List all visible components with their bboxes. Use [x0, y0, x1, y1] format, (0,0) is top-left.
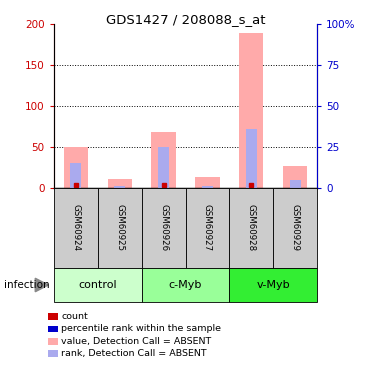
Text: rank, Detection Call = ABSENT: rank, Detection Call = ABSENT [61, 349, 207, 358]
Text: GSM60927: GSM60927 [203, 204, 212, 251]
Bar [283, 166, 307, 188]
Text: control: control [78, 280, 117, 290]
Text: GSM60926: GSM60926 [159, 204, 168, 251]
Text: v-Myb: v-Myb [256, 280, 290, 290]
Bar [108, 179, 132, 188]
Text: c-Myb: c-Myb [169, 280, 202, 290]
Bar [246, 129, 257, 188]
Text: GSM60928: GSM60928 [247, 204, 256, 251]
Text: value, Detection Call = ABSENT: value, Detection Call = ABSENT [61, 337, 211, 346]
Bar [70, 163, 81, 188]
Text: count: count [61, 312, 88, 321]
Bar [202, 186, 213, 188]
Text: infection: infection [4, 280, 49, 290]
Text: GDS1427 / 208088_s_at: GDS1427 / 208088_s_at [106, 13, 265, 26]
Bar [196, 177, 220, 188]
Text: percentile rank within the sample: percentile rank within the sample [61, 324, 221, 333]
Text: GSM60925: GSM60925 [115, 204, 124, 251]
Bar [158, 147, 169, 188]
Bar [114, 186, 125, 188]
Bar [64, 147, 88, 188]
Bar [239, 33, 263, 188]
Bar [151, 132, 175, 188]
Text: GSM60924: GSM60924 [71, 204, 80, 251]
Bar [290, 180, 301, 188]
Text: GSM60929: GSM60929 [291, 204, 300, 251]
